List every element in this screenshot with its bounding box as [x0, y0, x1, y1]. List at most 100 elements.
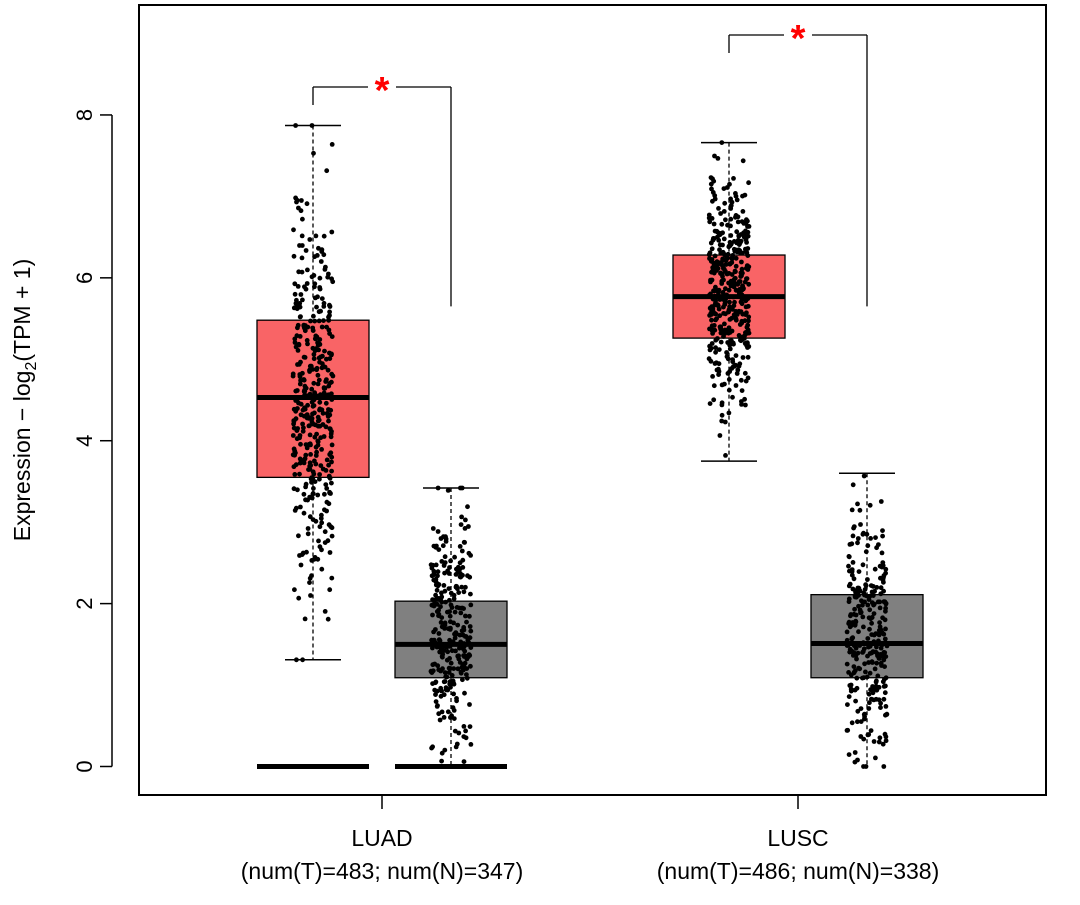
- data-point: [736, 363, 742, 369]
- data-point: [876, 631, 882, 637]
- data-point: [744, 250, 750, 256]
- data-point: [856, 603, 861, 609]
- data-point: [434, 609, 440, 614]
- data-point: [456, 730, 462, 736]
- data-point: [744, 330, 749, 336]
- data-point: [319, 365, 325, 371]
- data-point: [457, 645, 462, 651]
- data-point: [726, 287, 732, 293]
- y-axis-label-suffix: (TPM + 1): [9, 259, 35, 362]
- data-point: [851, 664, 857, 669]
- data-point: [727, 317, 733, 322]
- data-point: [854, 675, 860, 681]
- data-point: [448, 558, 453, 564]
- data-point: [851, 524, 857, 529]
- data-point: [710, 331, 715, 336]
- data-point: [442, 588, 448, 594]
- data-point: [309, 399, 315, 405]
- data-point: [722, 419, 728, 425]
- data-point: [291, 253, 297, 259]
- data-point: [743, 378, 749, 384]
- data-point: [874, 585, 880, 590]
- data-point: [726, 271, 732, 276]
- data-point: [434, 688, 440, 694]
- data-point: [707, 401, 713, 406]
- data-point: [307, 237, 313, 242]
- data-point: [312, 390, 317, 395]
- data-point: [731, 239, 737, 244]
- data-point: [463, 728, 468, 734]
- data-point: [468, 663, 473, 669]
- data-point: [451, 691, 456, 697]
- data-point: [719, 382, 725, 388]
- data-point: [715, 234, 720, 240]
- data-point: [855, 501, 860, 507]
- data-point: [302, 284, 307, 290]
- data-point: [716, 361, 722, 367]
- data-point: [716, 206, 721, 211]
- data-point: [859, 598, 864, 604]
- data-point: [434, 587, 440, 593]
- data-point: [706, 292, 712, 298]
- data-point: [716, 372, 721, 377]
- data-point: [315, 342, 321, 348]
- data-point: [863, 549, 869, 555]
- data-point: [299, 198, 304, 203]
- data-point: [881, 764, 887, 769]
- data-point: [725, 340, 731, 345]
- data-point: [322, 348, 327, 354]
- data-point: [458, 670, 464, 676]
- data-point: [440, 666, 445, 672]
- data-point: [329, 142, 335, 147]
- data-point: [712, 361, 718, 366]
- data-point: [468, 602, 474, 608]
- data-point: [294, 388, 300, 393]
- data-point: [731, 341, 736, 347]
- data-point: [455, 666, 461, 672]
- data-point: [740, 158, 746, 164]
- data-point: [293, 462, 299, 467]
- data-point: [451, 680, 456, 686]
- data-point: [463, 517, 468, 523]
- data-point: [856, 629, 861, 635]
- data-point: [321, 318, 326, 323]
- data-point: [317, 286, 323, 292]
- data-point: [447, 613, 453, 619]
- data-point: [446, 626, 451, 632]
- data-point: [883, 683, 888, 689]
- data-point: [854, 594, 859, 600]
- data-point: [316, 417, 322, 423]
- data-point: [467, 613, 472, 619]
- data-point: [442, 554, 448, 560]
- data-point: [307, 580, 312, 585]
- data-point: [430, 612, 435, 618]
- data-point: [307, 415, 313, 421]
- data-point: [460, 662, 466, 667]
- data-point: [309, 495, 315, 501]
- data-point: [853, 653, 859, 659]
- data-point: [865, 543, 871, 549]
- data-point: [465, 504, 470, 510]
- data-point: [743, 304, 749, 310]
- data-point: [307, 432, 313, 438]
- data-point: [323, 424, 329, 430]
- y-tick-label: 2: [72, 597, 97, 609]
- data-point: [454, 741, 460, 747]
- data-point: [325, 616, 331, 622]
- data-point: [329, 459, 334, 465]
- significance-star: *: [375, 70, 390, 112]
- data-point: [849, 720, 855, 726]
- data-point: [467, 702, 472, 707]
- data-point: [719, 418, 725, 424]
- data-point: [447, 597, 452, 603]
- data-point: [324, 457, 330, 463]
- data-point: [721, 186, 727, 192]
- data-point: [719, 412, 725, 418]
- y-axis-label-prefix: Expression − log: [9, 371, 35, 542]
- data-point: [442, 626, 447, 631]
- data-point: [296, 533, 301, 539]
- data-point: [439, 758, 444, 764]
- data-point: [300, 370, 305, 376]
- data-point: [304, 281, 310, 286]
- data-point: [292, 340, 298, 345]
